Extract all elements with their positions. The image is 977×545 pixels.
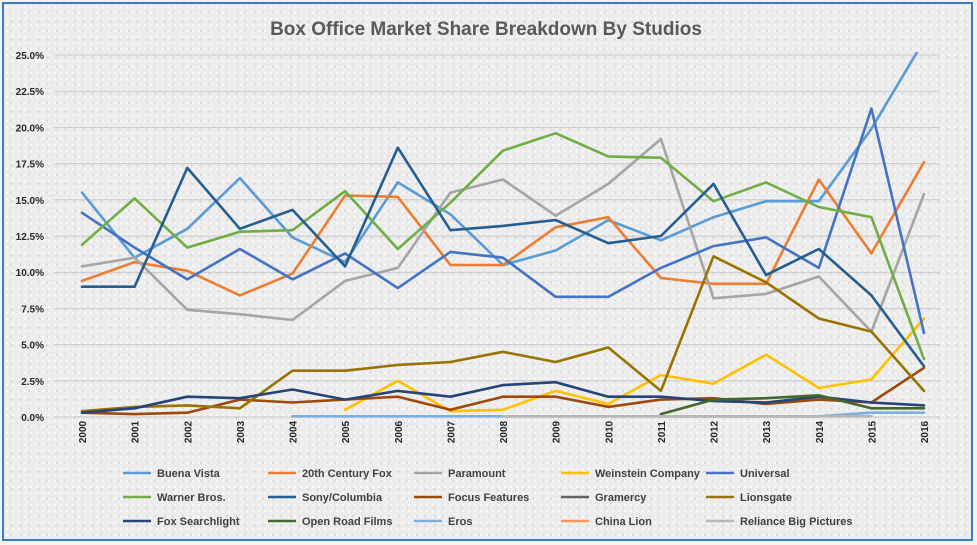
series-line-warner-bros- (80, 131, 926, 361)
y-tick-label: 12.5% (16, 232, 44, 243)
x-tick-label: 2006 (394, 420, 405, 443)
x-tick-label: 2004 (289, 420, 300, 443)
y-tick-label: 15.0% (16, 196, 44, 207)
legend-label: Focus Features (448, 492, 529, 504)
x-tick-label: 2005 (341, 420, 352, 443)
series-line-sony-columbia (80, 146, 926, 368)
legend-item-focus-features: Focus Features (414, 492, 529, 504)
legend-label: Gramercy (595, 492, 647, 504)
legend-item-gramercy: Gramercy (561, 492, 647, 504)
legend-label: 20th Century Fox (302, 468, 393, 480)
x-tick-label: 2010 (604, 420, 615, 443)
x-tick-label: 2001 (131, 420, 142, 443)
chart-title: Box Office Market Share Breakdown By Stu… (270, 19, 702, 40)
legend: Buena Vista 20th Century Fox Paramount Wein… (123, 468, 853, 528)
x-tick-label: 2014 (815, 420, 826, 443)
legend-item-buena-vista: Buena Vista (123, 468, 221, 480)
y-tick-label: 0.0% (21, 413, 44, 424)
legend-label: Buena Vista (157, 468, 221, 480)
series-line-universal (80, 107, 926, 335)
series-line-paramount (80, 137, 926, 333)
x-tick-label: 2013 (762, 420, 773, 443)
series-line-open-road-films (659, 394, 926, 416)
legend-label: Warner Bros. (157, 492, 226, 504)
legend-item-paramount: Paramount (414, 468, 506, 480)
legend-item-eros: Eros (414, 516, 472, 528)
legend-label: Universal (740, 468, 790, 480)
series-line-weinstein-company (343, 317, 926, 413)
x-tick-label: 2009 (552, 420, 563, 443)
legend-label: Lionsgate (740, 492, 792, 504)
y-axis-tick-labels: 0.0% 2.5% 5.0% 7.5% 10.0% 12.5% 15.0% 17.5% 20.0… (16, 51, 44, 424)
y-tick-label: 25.0% (16, 51, 44, 62)
y-tick-label: 5.0% (21, 341, 44, 352)
x-tick-label: 2012 (710, 420, 721, 443)
y-tick-label: 7.5% (21, 304, 44, 315)
legend-label: Eros (448, 516, 472, 528)
legend-label: Reliance Big Pictures (740, 516, 853, 528)
series-line-20th-century-fox (80, 160, 926, 297)
legend-item-sony-columbia: Sony/Columbia (268, 492, 383, 504)
legend-item-reliance-big-pictures: Reliance Big Pictures (706, 516, 853, 528)
x-tick-label: 2011 (657, 421, 668, 443)
y-tick-label: 2.5% (21, 377, 44, 388)
x-tick-label: 2000 (78, 420, 89, 443)
legend-label: Open Road Films (302, 516, 392, 528)
x-tick-label: 2015 (867, 420, 878, 443)
series-lines (80, 52, 926, 418)
x-axis-tick-labels: 2000 2001 2002 2003 2004 2005 2006 2007 2008 2009… (78, 420, 931, 443)
legend-label: Weinstein Company (595, 468, 701, 480)
y-tick-label: 10.0% (16, 268, 44, 279)
legend-item-china-lion: China Lion (561, 516, 652, 528)
gridlines (54, 54, 940, 418)
x-tick-label: 2008 (499, 420, 510, 443)
series-line-buena-vista (80, 52, 919, 267)
legend-label: Fox Searchlight (157, 516, 240, 528)
legend-item-20th-century-fox: 20th Century Fox (268, 468, 393, 480)
x-tick-label: 2003 (236, 420, 247, 443)
legend-label: Paramount (448, 468, 506, 480)
legend-item-warner-bros-: Warner Bros. (123, 492, 226, 504)
series-line-fox-searchlight (80, 380, 926, 414)
legend-item-fox-searchlight: Fox Searchlight (123, 516, 240, 528)
legend-item-universal: Universal (706, 468, 790, 480)
legend-item-open-road-films: Open Road Films (268, 516, 392, 528)
x-tick-label: 2002 (183, 420, 194, 443)
legend-item-weinstein-company: Weinstein Company (561, 468, 701, 480)
y-tick-label: 20.0% (16, 123, 44, 134)
legend-label: Sony/Columbia (302, 492, 383, 504)
legend-item-lionsgate: Lionsgate (706, 492, 792, 504)
series-line-lionsgate (80, 255, 926, 413)
series-line-focus-features (80, 366, 926, 416)
y-tick-label: 17.5% (16, 160, 44, 171)
x-tick-label: 2007 (446, 420, 457, 443)
legend-label: China Lion (595, 516, 652, 528)
y-tick-label: 22.5% (16, 87, 44, 98)
x-tick-label: 2016 (920, 420, 931, 443)
